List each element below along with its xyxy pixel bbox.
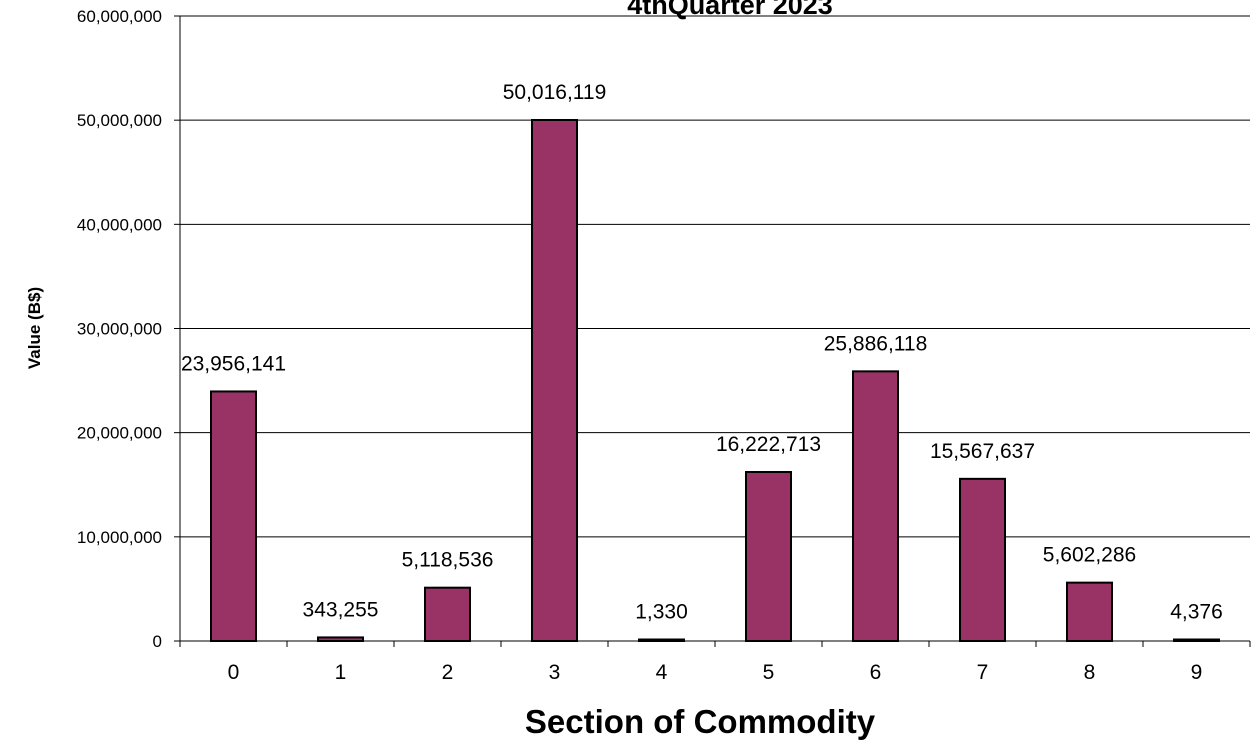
data-label-5: 16,222,713 [716, 433, 821, 456]
y-axis-label: Value (B$) [25, 287, 44, 369]
x-tick-label: 7 [977, 661, 989, 684]
axes [174, 15, 1251, 647]
y-tick-label: 0 [153, 632, 162, 651]
x-axis-label: Section of Commodity [525, 703, 876, 740]
data-label-8: 5,602,286 [1043, 544, 1136, 567]
y-tick-labels: 0 10,000,000 20,000,000 30,000,000 40,000,00… [77, 7, 162, 651]
bar-2 [424, 586, 471, 643]
x-tick-label: 5 [763, 661, 775, 684]
x-tick-label: 3 [549, 661, 561, 684]
data-label-1: 343,255 [303, 598, 379, 621]
data-label-0: 23,956,141 [181, 352, 286, 375]
x-tick-label: 0 [228, 661, 240, 684]
y-tick-label: 60,000,000 [77, 7, 162, 26]
x-tick-label: 9 [1191, 661, 1203, 684]
data-label-2: 5,118,536 [402, 549, 494, 572]
y-tick-label: 30,000,000 [77, 320, 162, 339]
bar-5 [745, 471, 792, 642]
y-tick-label: 10,000,000 [77, 528, 162, 547]
chart-title: 4thQuarter 2023 [627, 0, 833, 20]
x-tick-labels: 0 1 2 3 4 5 6 7 8 9 [228, 661, 1203, 684]
data-labels: 23,956,141 343,255 5,118,536 50,016,119 1,33… [181, 81, 1223, 624]
bar-0 [210, 390, 257, 643]
y-tick-label: 20,000,000 [77, 424, 162, 443]
data-label-7: 15,567,637 [930, 440, 1035, 463]
x-tick-label: 6 [870, 661, 882, 684]
bar-7 [959, 477, 1006, 643]
y-tick-label: 50,000,000 [77, 111, 162, 130]
x-tick-label: 4 [656, 661, 668, 684]
x-tick-label: 8 [1084, 661, 1096, 684]
x-tick-label: 1 [335, 661, 347, 684]
data-label-4: 1,330 [635, 601, 688, 624]
bar-3 [531, 118, 578, 642]
bars [210, 118, 1220, 643]
bar-1 [317, 636, 364, 643]
data-label-9: 4,376 [1170, 601, 1223, 624]
y-tick-label: 40,000,000 [77, 215, 162, 234]
gridlines [180, 15, 1250, 538]
x-tick-label: 2 [442, 661, 454, 684]
data-label-6: 25,886,118 [824, 332, 928, 355]
data-label-3: 50,016,119 [503, 81, 607, 104]
bar-8 [1066, 581, 1113, 643]
bar-6 [852, 370, 899, 642]
